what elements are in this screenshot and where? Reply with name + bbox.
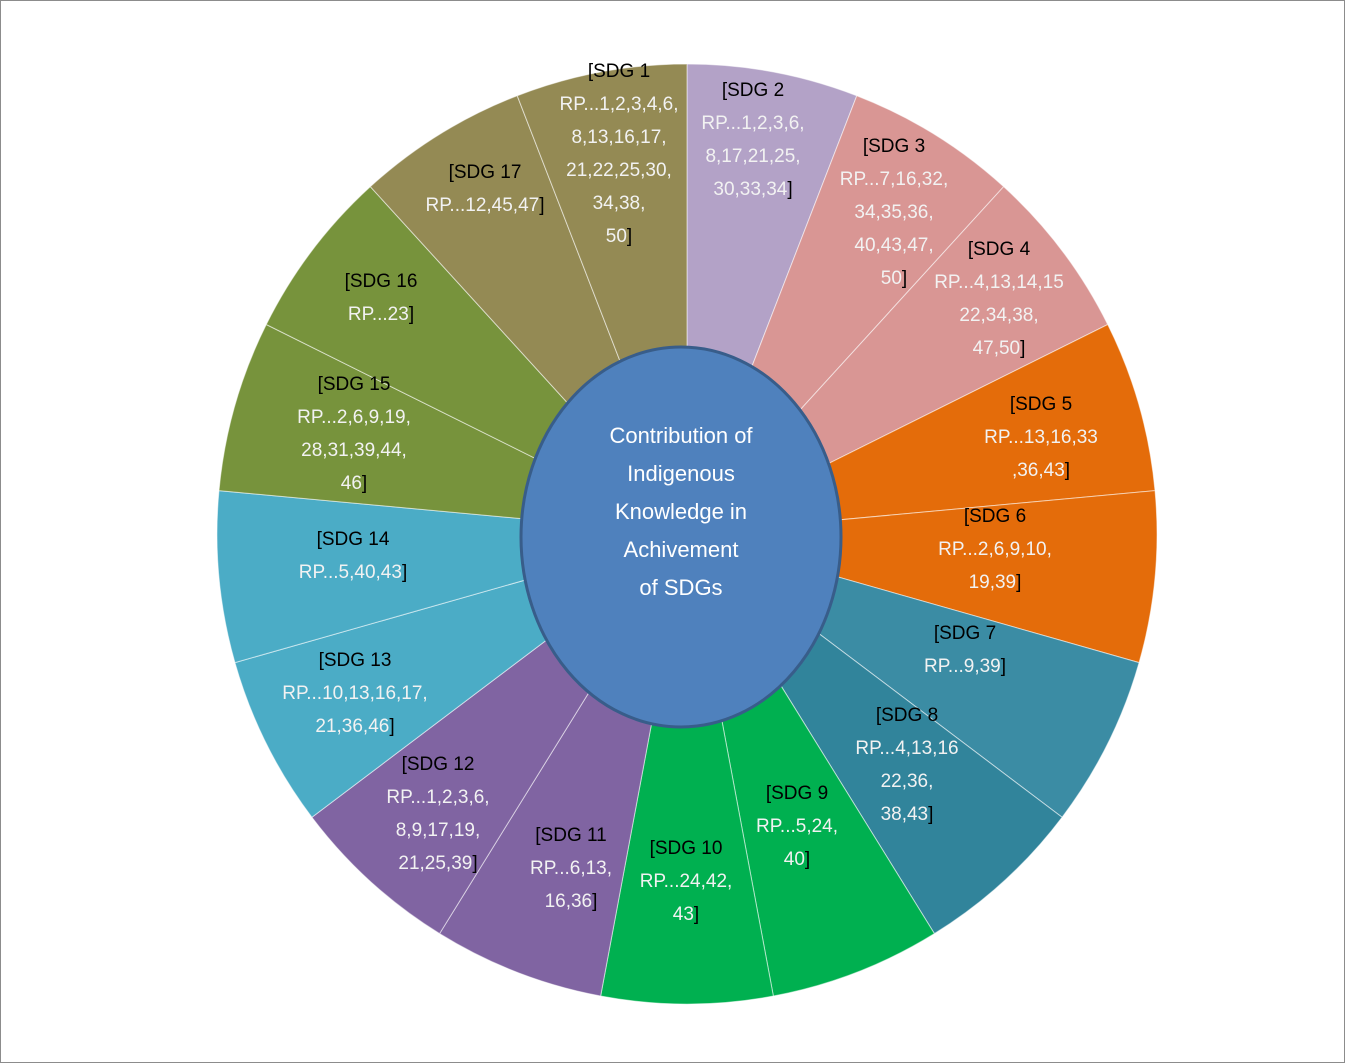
slice-label-sdg-1-line-3: 21,22,25,30, (566, 160, 672, 181)
slice-label-sdg-10-line-1: RP...24,42, (640, 871, 733, 892)
slice-label-sdg-11-line-0: [SDG 11 (535, 825, 606, 846)
slice-label-sdg-10-line-2: 43] (673, 904, 699, 925)
slice-label-sdg-2-line-3: 30,33,34] (713, 179, 792, 200)
slice-label-sdg-15-line-1: RP...2,6,9,19, (297, 407, 411, 428)
slice-label-sdg-5-line-2: ,36,43] (1012, 460, 1070, 481)
labels-group: [SDG 1 RP...1,2,3,4,6, 8,13,16,17, 21,22,25… (282, 61, 1098, 925)
slice-label-sdg-3-line-1: RP...7,16,32, (840, 169, 948, 190)
slice-label-sdg-9-line-0: [SDG 9 (766, 783, 828, 804)
slice-label-sdg-8-line-0: [SDG 8 (876, 705, 938, 726)
slice-label-sdg-17-line-0: [SDG 17 (449, 162, 522, 183)
slice-label-sdg-10-line-0: [SDG 10 (650, 838, 723, 859)
center-group: Contribution of Indigenous Knowledge in Ach… (519, 345, 843, 729)
slice-label-sdg-16-line-0: [SDG 16 (345, 271, 418, 292)
slice-label-sdg-4-line-3: 47,50] (973, 338, 1026, 359)
slice-label-sdg-2-line-0: [SDG 2 (722, 80, 784, 101)
slice-label-sdg-4-line-1: RP...4,13,14,15 (934, 272, 1064, 293)
slice-label-sdg-11-line-2: 16,36] (545, 891, 598, 912)
slice-label-sdg-12-line-0: [SDG 12 (402, 754, 475, 775)
slice-label-sdg-6-line-1: RP...2,6,9,10, (938, 539, 1052, 560)
center-label-line-1: Indigenous (627, 461, 735, 486)
slice-label-sdg-9-line-2: 40] (784, 849, 810, 870)
slice-label-sdg-12-line-2: 8,9,17,19, (396, 820, 481, 841)
slice-label-sdg-2-line-1: RP...1,2,3,6, (701, 113, 804, 134)
slice-label-sdg-3-line-3: 40,43,47, (854, 235, 933, 256)
slice-label-sdg-3-line-4: 50] (881, 268, 907, 289)
slice-sdg-9 (600, 533, 774, 1005)
slice-label-sdg-5-line-0: [SDG 5 (1010, 394, 1072, 415)
slice-label-sdg-15-line-0: [SDG 15 (318, 374, 391, 395)
slice-label-sdg-13-line-1: RP...10,13,16,17, (282, 683, 427, 704)
slice-label-sdg-7-line-0: [SDG 7 (934, 623, 996, 644)
center-hole (519, 345, 843, 729)
slice-label-sdg-14-line-1: RP...5,40,43] (299, 562, 407, 583)
slice-label-sdg-8-line-1: RP...4,13,16 (855, 738, 958, 759)
slice-label-sdg-16-line-1: RP...23] (348, 304, 414, 325)
slice-label-sdg-3-line-2: 34,35,36, (854, 202, 933, 223)
slice-label-sdg-6-line-2: 19,39] (969, 572, 1022, 593)
center-label-line-3: Achivement (624, 537, 739, 562)
slice-label-sdg-1-line-0: [SDG 1 (588, 61, 650, 82)
center-label-line-4: of SDGs (639, 575, 722, 600)
slice-label-sdg-17-line-1: RP...12,45,47] (425, 195, 544, 216)
slice-label-sdg-11-line-1: RP...6,13, (530, 858, 612, 879)
slice-label-sdg-1-line-1: RP...1,2,3,4,6, (559, 94, 678, 115)
slice-label-sdg-4-line-2: 22,34,38, (959, 305, 1038, 326)
center-label-line-0: Contribution of (609, 423, 753, 448)
slice-label-sdg-13-line-2: 21,36,46] (315, 716, 394, 737)
slice-label-sdg-12-line-1: RP...1,2,3,6, (386, 787, 489, 808)
slice-label-sdg-15-line-3: 46] (341, 473, 367, 494)
slice-label-sdg-3-line-0: [SDG 3 (863, 136, 925, 157)
slice-label-sdg-13-line-0: [SDG 13 (319, 650, 392, 671)
slice-label-sdg-14-line-0: [SDG 14 (317, 529, 390, 550)
slice-label-sdg-4-line-0: [SDG 4 (968, 239, 1031, 260)
slice-label-sdg-1-line-2: 8,13,16,17, (571, 127, 666, 148)
slice-label-sdg-15-line-2: 28,31,39,44, (301, 440, 407, 461)
slice-label-sdg-8-line-2: 22,36, (881, 771, 934, 792)
slice-label-sdg-5-line-1: RP...13,16,33 (984, 427, 1098, 448)
slice-label-sdg-8-line-3: 38,43] (881, 804, 934, 825)
slice-label-sdg-9-line-1: RP...5,24, (756, 816, 838, 837)
center-label-line-2: Knowledge in (615, 499, 747, 524)
slice-label-sdg-6-line-0: [SDG 6 (964, 506, 1026, 527)
slice-label-sdg-1-line-4: 34,38, (593, 193, 646, 214)
slice-label-sdg-7-line-1: RP...9,39] (924, 656, 1006, 677)
slice-label-sdg-2-line-2: 8,17,21,25, (705, 146, 800, 167)
slice-label-sdg-12-line-3: 21,25,39] (398, 853, 477, 874)
slice-label-sdg-1-line-5: 50] (606, 226, 632, 247)
